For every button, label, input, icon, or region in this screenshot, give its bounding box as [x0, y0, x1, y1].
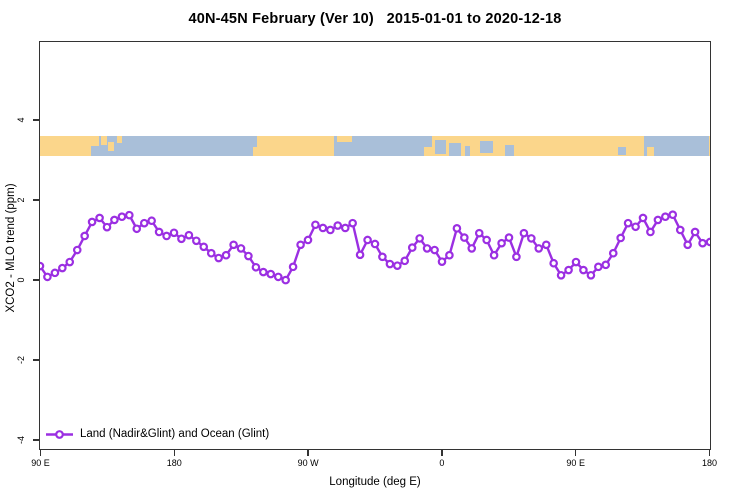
- ocean-patch: [435, 140, 446, 155]
- data-series-line: [40, 210, 710, 285]
- plot-area: Land (Nadir&Glint) and Ocean (Glint): [39, 41, 711, 450]
- y-tick-mark: [33, 279, 39, 281]
- y-tick-mark: [33, 199, 39, 201]
- x-tick-mark: [307, 450, 309, 456]
- world-map-strip: [40, 136, 710, 157]
- y-tick-label: 4: [16, 117, 26, 123]
- land-patch: [337, 136, 353, 143]
- x-axis-title: Longitude (deg E): [329, 476, 421, 488]
- y-tick-label: 0: [16, 277, 26, 283]
- y-tick-label: -2: [16, 355, 26, 365]
- ocean-patch: [90, 146, 100, 157]
- land-patch: [116, 136, 122, 144]
- y-tick-mark: [33, 439, 39, 441]
- ocean-patch: [422, 136, 433, 148]
- x-tick-label: 90 E: [31, 458, 50, 468]
- x-tick-label: 90 W: [297, 458, 319, 468]
- ocean-patch: [448, 143, 461, 157]
- land-patch: [646, 147, 654, 157]
- land-patch: [108, 142, 115, 152]
- land-patch: [100, 136, 107, 146]
- y-axis-title: XCO2 - MLO trend (ppm): [5, 183, 17, 313]
- ocean-patch: [465, 146, 470, 157]
- x-tick-label: 0: [439, 458, 445, 468]
- x-tick-mark: [708, 450, 711, 456]
- legend: Land (Nadir&Glint) and Ocean (Glint): [46, 428, 269, 440]
- x-tick-mark: [39, 450, 42, 456]
- x-tick-label: 180: [701, 458, 718, 468]
- land-patch: [252, 147, 258, 157]
- y-tick-label: -4: [16, 435, 26, 445]
- y-tick-mark: [33, 119, 39, 121]
- legend-label: Land (Nadir&Glint) and Ocean (Glint): [80, 428, 270, 440]
- chart-title: 40N-45N February (Ver 10) 2015-01-01 to …: [188, 11, 562, 27]
- x-tick-mark: [441, 450, 443, 456]
- y-tick-mark: [33, 359, 39, 361]
- x-tick-label: 90 E: [566, 458, 585, 468]
- ocean-segment: [643, 136, 709, 157]
- ocean-patch: [618, 147, 626, 156]
- x-tick-mark: [575, 450, 577, 456]
- x-tick-mark: [173, 450, 175, 456]
- x-tick-label: 180: [166, 458, 182, 468]
- ocean-segment: [334, 136, 425, 157]
- ocean-patch: [480, 141, 494, 154]
- ocean-segment: [99, 136, 258, 157]
- y-tick-label: 2: [16, 197, 26, 203]
- legend-marker-icon: [46, 429, 73, 439]
- ocean-patch: [505, 145, 515, 157]
